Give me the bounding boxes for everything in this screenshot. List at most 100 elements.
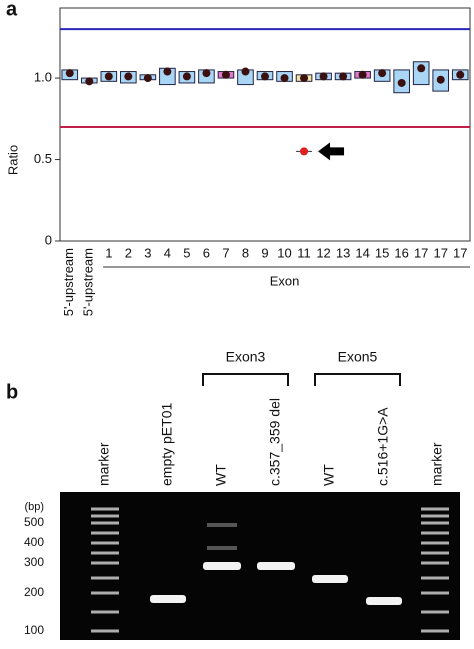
x-tick-label: 2 bbox=[125, 245, 132, 260]
mean-dot bbox=[300, 74, 309, 83]
ladder-band bbox=[421, 591, 449, 595]
faint-band bbox=[207, 546, 237, 550]
ladder-band bbox=[421, 507, 449, 511]
x-tick-label: 17 bbox=[414, 245, 428, 260]
group-bracket bbox=[314, 373, 401, 386]
x-tick-label: 14 bbox=[355, 245, 369, 260]
ladder-band bbox=[91, 507, 119, 511]
sample-band bbox=[257, 562, 295, 570]
x-tick-label: 16 bbox=[394, 245, 408, 260]
mean-dot bbox=[104, 72, 113, 81]
ladder-band bbox=[91, 576, 119, 580]
mean-dot bbox=[182, 72, 191, 81]
x-tick-label: 12 bbox=[316, 245, 330, 260]
mean-dot bbox=[358, 70, 367, 79]
x-tick-label: 3 bbox=[144, 245, 151, 260]
ladder-band bbox=[91, 551, 119, 555]
mean-dot bbox=[65, 69, 74, 78]
mean-dot bbox=[319, 72, 328, 81]
mean-dot bbox=[456, 70, 465, 79]
y-tick-label: 0.5 bbox=[34, 151, 52, 166]
ladder-band bbox=[421, 576, 449, 580]
plot-frame bbox=[59, 7, 471, 242]
x-tick-label: 5'-upstream bbox=[81, 248, 96, 316]
size-label: 100 bbox=[24, 623, 44, 637]
x-tick-label: 5'-upstream bbox=[61, 248, 76, 316]
ladder-band bbox=[91, 521, 119, 525]
x-tick-label: 7 bbox=[222, 245, 229, 260]
ladder-band bbox=[421, 561, 449, 565]
x-tick-label: 11 bbox=[297, 245, 311, 260]
ladder-band bbox=[421, 551, 449, 555]
size-unit: (bp) bbox=[24, 501, 44, 513]
mean-dot bbox=[397, 78, 406, 87]
mean-dot bbox=[124, 72, 133, 81]
x-tick-label: 1 bbox=[105, 245, 112, 260]
panel-label: b bbox=[6, 381, 18, 403]
x-tick-label: 9 bbox=[261, 245, 268, 260]
x-tick-label: 6 bbox=[203, 245, 210, 260]
lane-label: empty pET01 bbox=[159, 403, 175, 486]
ladder-band bbox=[91, 531, 119, 535]
size-label: 200 bbox=[24, 585, 44, 599]
group-label: Exon5 bbox=[338, 349, 378, 365]
mean-dot bbox=[378, 69, 387, 78]
lane-label: c.516+1G>A bbox=[375, 407, 391, 486]
sample-band bbox=[312, 575, 348, 583]
group-label: Exon3 bbox=[226, 349, 266, 365]
x-tick-label: 17 bbox=[433, 245, 447, 260]
x-axis-title: Exon bbox=[270, 273, 300, 288]
x-tick-label: 5 bbox=[183, 245, 190, 260]
mean-dot bbox=[143, 74, 152, 83]
arrow bbox=[318, 142, 345, 161]
x-tick-label: 10 bbox=[277, 245, 291, 260]
ladder-band bbox=[91, 541, 119, 545]
sample-band bbox=[150, 595, 186, 603]
faint-band bbox=[207, 523, 237, 527]
ladder-band bbox=[91, 629, 119, 633]
mean-dot bbox=[85, 77, 94, 86]
size-label: 500 bbox=[24, 515, 44, 529]
mean-dot bbox=[202, 69, 211, 78]
group-bracket bbox=[202, 373, 289, 386]
ladder-band bbox=[421, 629, 449, 633]
ladder-band bbox=[421, 541, 449, 545]
ladder-band bbox=[91, 514, 119, 518]
ladder-band bbox=[421, 610, 449, 614]
sample-band bbox=[366, 597, 402, 605]
x-tick-label: 17 bbox=[453, 245, 467, 260]
size-label: 300 bbox=[24, 555, 44, 569]
x-tick-label: 8 bbox=[242, 245, 249, 260]
y-tick-label: 1.0 bbox=[34, 70, 52, 85]
panel-label: a bbox=[6, 0, 18, 20]
ladder-band bbox=[91, 561, 119, 565]
mean-dot bbox=[339, 72, 348, 81]
x-tick-label: 4 bbox=[164, 245, 171, 260]
x-tick-label: 15 bbox=[375, 245, 389, 260]
ladder-band bbox=[421, 514, 449, 518]
mean-dot bbox=[280, 74, 289, 83]
sample-band bbox=[203, 562, 241, 570]
lane-label: marker bbox=[429, 442, 445, 486]
y-tick-label: 0 bbox=[45, 232, 52, 247]
ladder-band bbox=[91, 610, 119, 614]
size-label: 400 bbox=[24, 535, 44, 549]
lane-label: c.357_359 del bbox=[267, 398, 283, 486]
lane-label: marker bbox=[96, 442, 112, 486]
mean-dot bbox=[261, 72, 269, 81]
mean-dot bbox=[163, 67, 172, 76]
lane-label: WT bbox=[321, 464, 337, 486]
outlier-dot bbox=[300, 147, 309, 156]
mean-dot bbox=[221, 70, 230, 79]
y-axis-title: Ratio bbox=[5, 145, 20, 175]
ladder-band bbox=[91, 591, 119, 595]
ladder-band bbox=[421, 531, 449, 535]
x-tick-label: 13 bbox=[336, 245, 350, 260]
mean-dot bbox=[417, 64, 426, 73]
mean-dot bbox=[241, 67, 250, 76]
mean-dot bbox=[436, 75, 445, 84]
lane-label: WT bbox=[213, 464, 229, 486]
ladder-band bbox=[421, 521, 449, 525]
